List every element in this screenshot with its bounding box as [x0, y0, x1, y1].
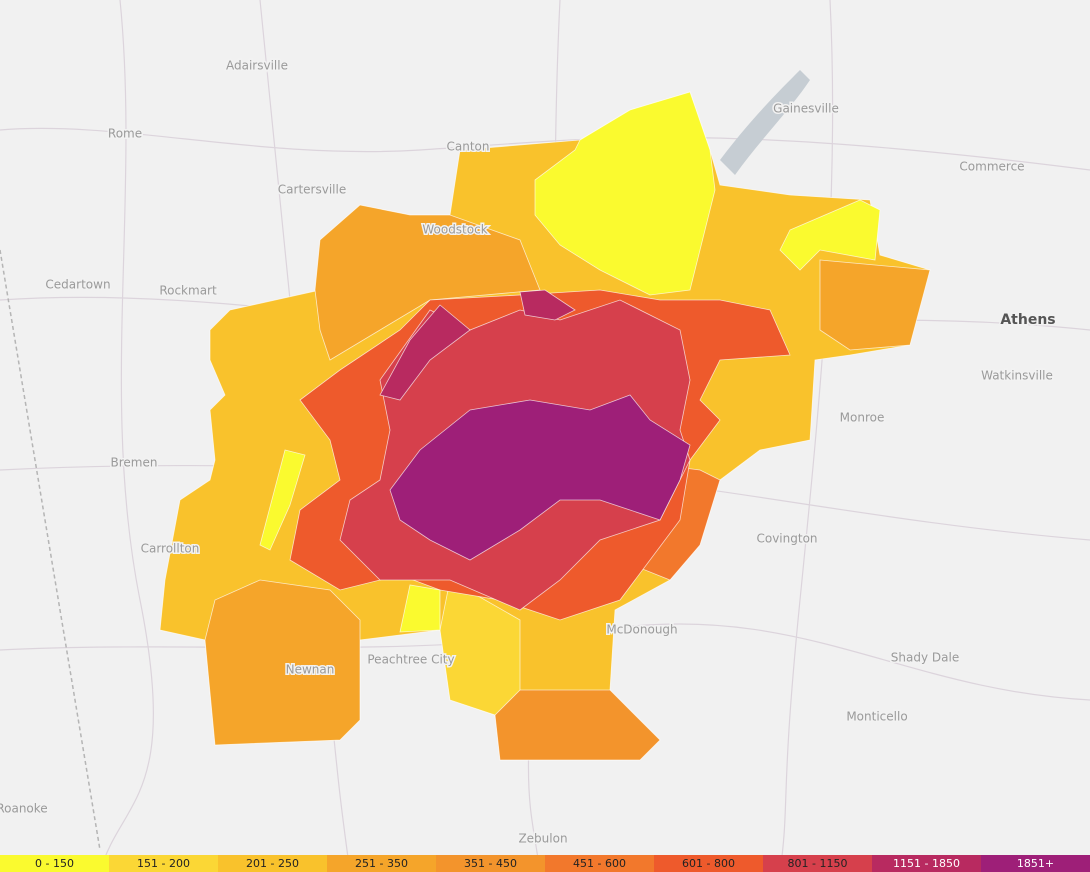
place-label: Monticello [846, 710, 907, 724]
region [389, 394, 691, 561]
road [99, 0, 154, 872]
legend-label: 0 - 150 [35, 857, 74, 870]
place-label: Watkinsville [981, 369, 1053, 383]
legend-swatch [763, 855, 873, 872]
place-label: Rockmart [159, 284, 217, 298]
legend-label: 201 - 250 [246, 857, 299, 870]
place-label: Cedartown [45, 278, 110, 292]
place-label: Athens [1000, 312, 1055, 328]
legend-swatch [872, 855, 982, 872]
region [379, 304, 471, 401]
place-label: Rome [108, 127, 142, 141]
legend-swatch [109, 855, 219, 872]
place-label: Covington [756, 532, 817, 546]
legend-label: 1851+ [1017, 857, 1054, 870]
place-label: Peachtree City [367, 653, 454, 667]
legend-label: 251 - 350 [355, 857, 408, 870]
place-label: Commerce [959, 160, 1024, 174]
road [779, 0, 834, 872]
road [0, 127, 1090, 171]
region [204, 579, 361, 746]
place-label: Adairsville [226, 59, 288, 73]
legend-swatch [436, 855, 546, 872]
legend-swatch [327, 855, 437, 872]
state-border [0, 249, 101, 851]
place-label: Bremen [111, 456, 158, 470]
legend: 0 - 150 151 - 200 201 - 250 251 - 350 351 - … [0, 855, 1090, 872]
legend-swatch [0, 855, 110, 872]
region [779, 199, 881, 271]
legend-label: 451 - 600 [573, 857, 626, 870]
legend-label: 801 - 1150 [788, 857, 848, 870]
lake [720, 70, 810, 175]
region [819, 259, 931, 351]
region [259, 449, 306, 551]
place-label: Zebulon [518, 832, 567, 846]
legend-label: 1151 - 1850 [893, 857, 960, 870]
place-labels: Adairsville Rome Canton Cartersville Gainesv… [0, 57, 1057, 847]
legend-swatch [218, 855, 328, 872]
region [534, 91, 716, 296]
place-label: Carrollton [141, 542, 200, 556]
region [399, 584, 441, 633]
place-label: Canton [447, 140, 490, 154]
place-label: Woodstock [422, 223, 487, 237]
legend-label: 151 - 200 [137, 857, 190, 870]
legend-label: 601 - 800 [682, 857, 735, 870]
legend-swatch [545, 855, 655, 872]
place-label: Shady Dale [891, 651, 959, 665]
place-label: McDonough [606, 623, 677, 637]
choropleth [159, 91, 931, 761]
place-label: Monroe [840, 411, 885, 425]
legend-swatch [981, 855, 1090, 872]
legend-label: 351 - 450 [464, 857, 517, 870]
region [314, 204, 541, 361]
place-label: Gainesville [773, 102, 839, 116]
legend-swatch [654, 855, 764, 872]
place-label: Cartersville [278, 183, 346, 197]
place-label: Roanoke [0, 802, 48, 816]
region [519, 289, 576, 321]
place-label: Newnan [286, 663, 335, 677]
